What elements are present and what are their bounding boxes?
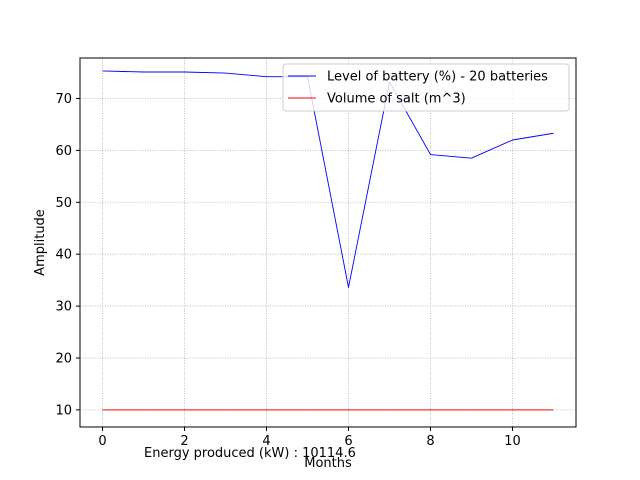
x-tick-label: 6 (344, 434, 352, 449)
y-axis-label: Amplitude (33, 209, 48, 276)
x-tick-label: 2 (180, 434, 188, 449)
x-tick-label: 8 (426, 434, 434, 449)
y-tick-label: 50 (55, 196, 72, 211)
y-tick-label: 40 (55, 248, 72, 263)
y-tick-label: 30 (55, 300, 72, 315)
x-tick-label: 0 (98, 434, 106, 449)
y-tick-label: 60 (55, 144, 72, 159)
legend: Level of battery (%) - 20 batteries Volum… (282, 63, 570, 112)
series-layer (102, 70, 554, 411)
x-axis-label: Months (304, 456, 352, 471)
y-tick-label: 70 (55, 92, 72, 107)
legend-label-1: Level of battery (%) - 20 batteries (327, 70, 548, 85)
y-tick-label: 20 (55, 351, 72, 366)
x-tick-label: 4 (262, 434, 270, 449)
legend-box (282, 63, 570, 112)
x-tick-label: 10 (504, 434, 521, 449)
plot-background (80, 58, 576, 427)
y-tick-label: 10 (55, 403, 72, 418)
plot-frame (79, 57, 577, 428)
energy-footer-text: Energy produced (kW) : 10114.6 (144, 446, 356, 461)
legend-label-2: Volume of salt (m^3) (327, 92, 466, 107)
ticks: 0 2 4 6 8 10 10 20 30 40 50 60 70 (55, 92, 520, 449)
series-line-1 (102, 70, 554, 288)
